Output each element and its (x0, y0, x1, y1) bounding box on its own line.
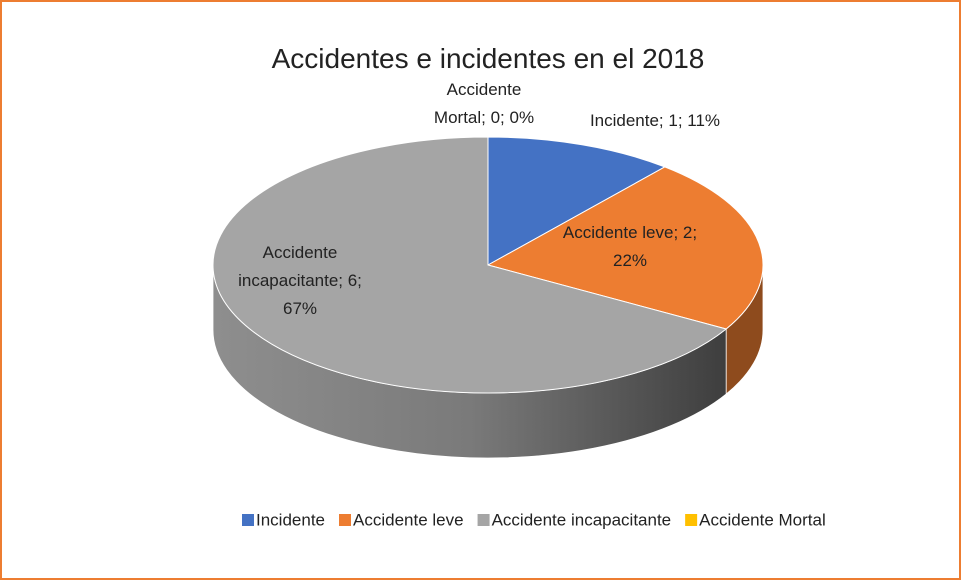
legend-label: Incidente (256, 510, 325, 529)
data-label-line: Accidente leve; 2; (563, 223, 697, 242)
data-label-line: Mortal; 0; 0% (434, 108, 534, 127)
legend-swatch (339, 514, 351, 526)
legend-swatch (477, 514, 490, 526)
data-label-line: Accidente (447, 80, 522, 99)
data-label-line: Accidente (263, 243, 338, 262)
data-label-line: incapacitante; 6; (238, 271, 362, 290)
data-label-line: Incidente; 1; 11% (590, 111, 720, 130)
data-label: Incidente; 1; 11% (590, 111, 720, 130)
data-label: Accidente Mortal; 0; 0% (434, 80, 534, 127)
legend-swatch (685, 514, 698, 526)
chart-title: Accidentes e incidentes en el 2018 (272, 43, 705, 74)
legend-swatch (242, 514, 254, 526)
legend-label: Accidente incapacitante (492, 510, 672, 529)
legend-label: Accidente Mortal (699, 510, 826, 529)
data-label: Accidente incapacitante; 6; 67% (238, 243, 362, 318)
data-label-line: 22% (613, 251, 647, 270)
data-label-line: 67% (283, 299, 317, 318)
slice (212, 136, 728, 394)
legend-label: Accidente leve (353, 510, 464, 529)
slice (487, 136, 666, 266)
slice (486, 166, 764, 330)
data-label: Accidente leve; 2; 22% (563, 223, 697, 270)
